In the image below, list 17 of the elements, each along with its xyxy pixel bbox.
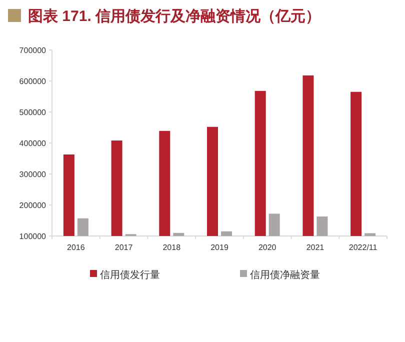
y-tick-label: 100000 (19, 232, 47, 241)
chart-title: 图表 171. 信用债发行及净融资情况（亿元） (28, 8, 321, 25)
x-tick-label: 2021 (306, 243, 325, 252)
y-tick-label: 700000 (19, 46, 47, 55)
x-tick-label: 2020 (258, 243, 277, 252)
y-tick-label: 200000 (19, 201, 47, 210)
legend-label: 信用债净融资量 (250, 269, 320, 281)
x-tick-label: 2016 (67, 243, 86, 252)
x-tick-label: 2018 (162, 243, 182, 252)
y-tick-label: 400000 (19, 139, 47, 148)
x-tick-label: 2017 (114, 243, 134, 252)
y-tick-label: 300000 (19, 170, 47, 179)
legend-label: 信用债发行量 (100, 269, 160, 281)
y-tick-label: 600000 (19, 77, 47, 86)
x-tick-label: 2019 (210, 243, 229, 252)
x-tick-label: 2022/11 (348, 243, 378, 252)
y-tick-label: 500000 (19, 108, 47, 117)
